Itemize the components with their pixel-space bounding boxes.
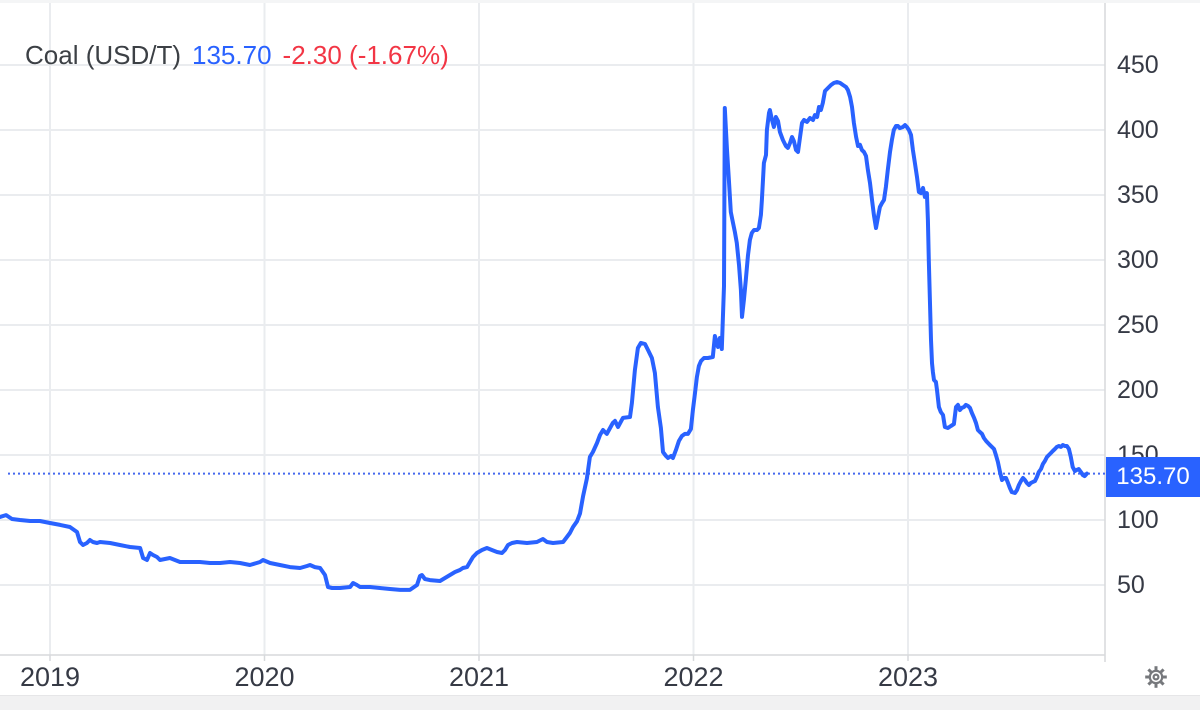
last-price-tag: 135.70 [1106,456,1200,497]
x-axis-label: 2019 [19,662,81,692]
last-price: 135.70 [192,40,272,70]
y-axis-label: 200 [1117,376,1159,404]
x-axis-label: 2021 [448,662,510,692]
x-axis-label: 2020 [234,662,295,692]
x-axis-label: 2022 [663,662,724,692]
y-axis-label: 250 [1117,311,1159,339]
y-axis-label: 300 [1117,246,1159,274]
y-axis-label: 100 [1117,506,1159,534]
axis-lines [0,0,1106,662]
settings-button[interactable] [1141,662,1171,692]
y-axis-label: 350 [1117,181,1159,209]
last-price-tag-value: 135.70 [1116,462,1190,490]
price-line-series [0,80,1089,592]
symbol-title: Coal (USD/T) [25,40,182,70]
top-edge-strip [0,0,1200,3]
chart-legend: Coal (USD/T) 135.70 -2.30 (-1.67%) [25,40,449,71]
x-axis-label: 2023 [877,662,939,692]
bottom-toolbar-strip [0,695,1200,710]
price-change: -2.30 (-1.67%) [282,40,449,70]
y-axis-label: 50 [1117,571,1145,599]
gear-icon [1145,666,1167,688]
y-axis-label: 400 [1117,116,1159,144]
grid-lines [0,0,1105,655]
y-axis-label: 450 [1117,51,1159,79]
